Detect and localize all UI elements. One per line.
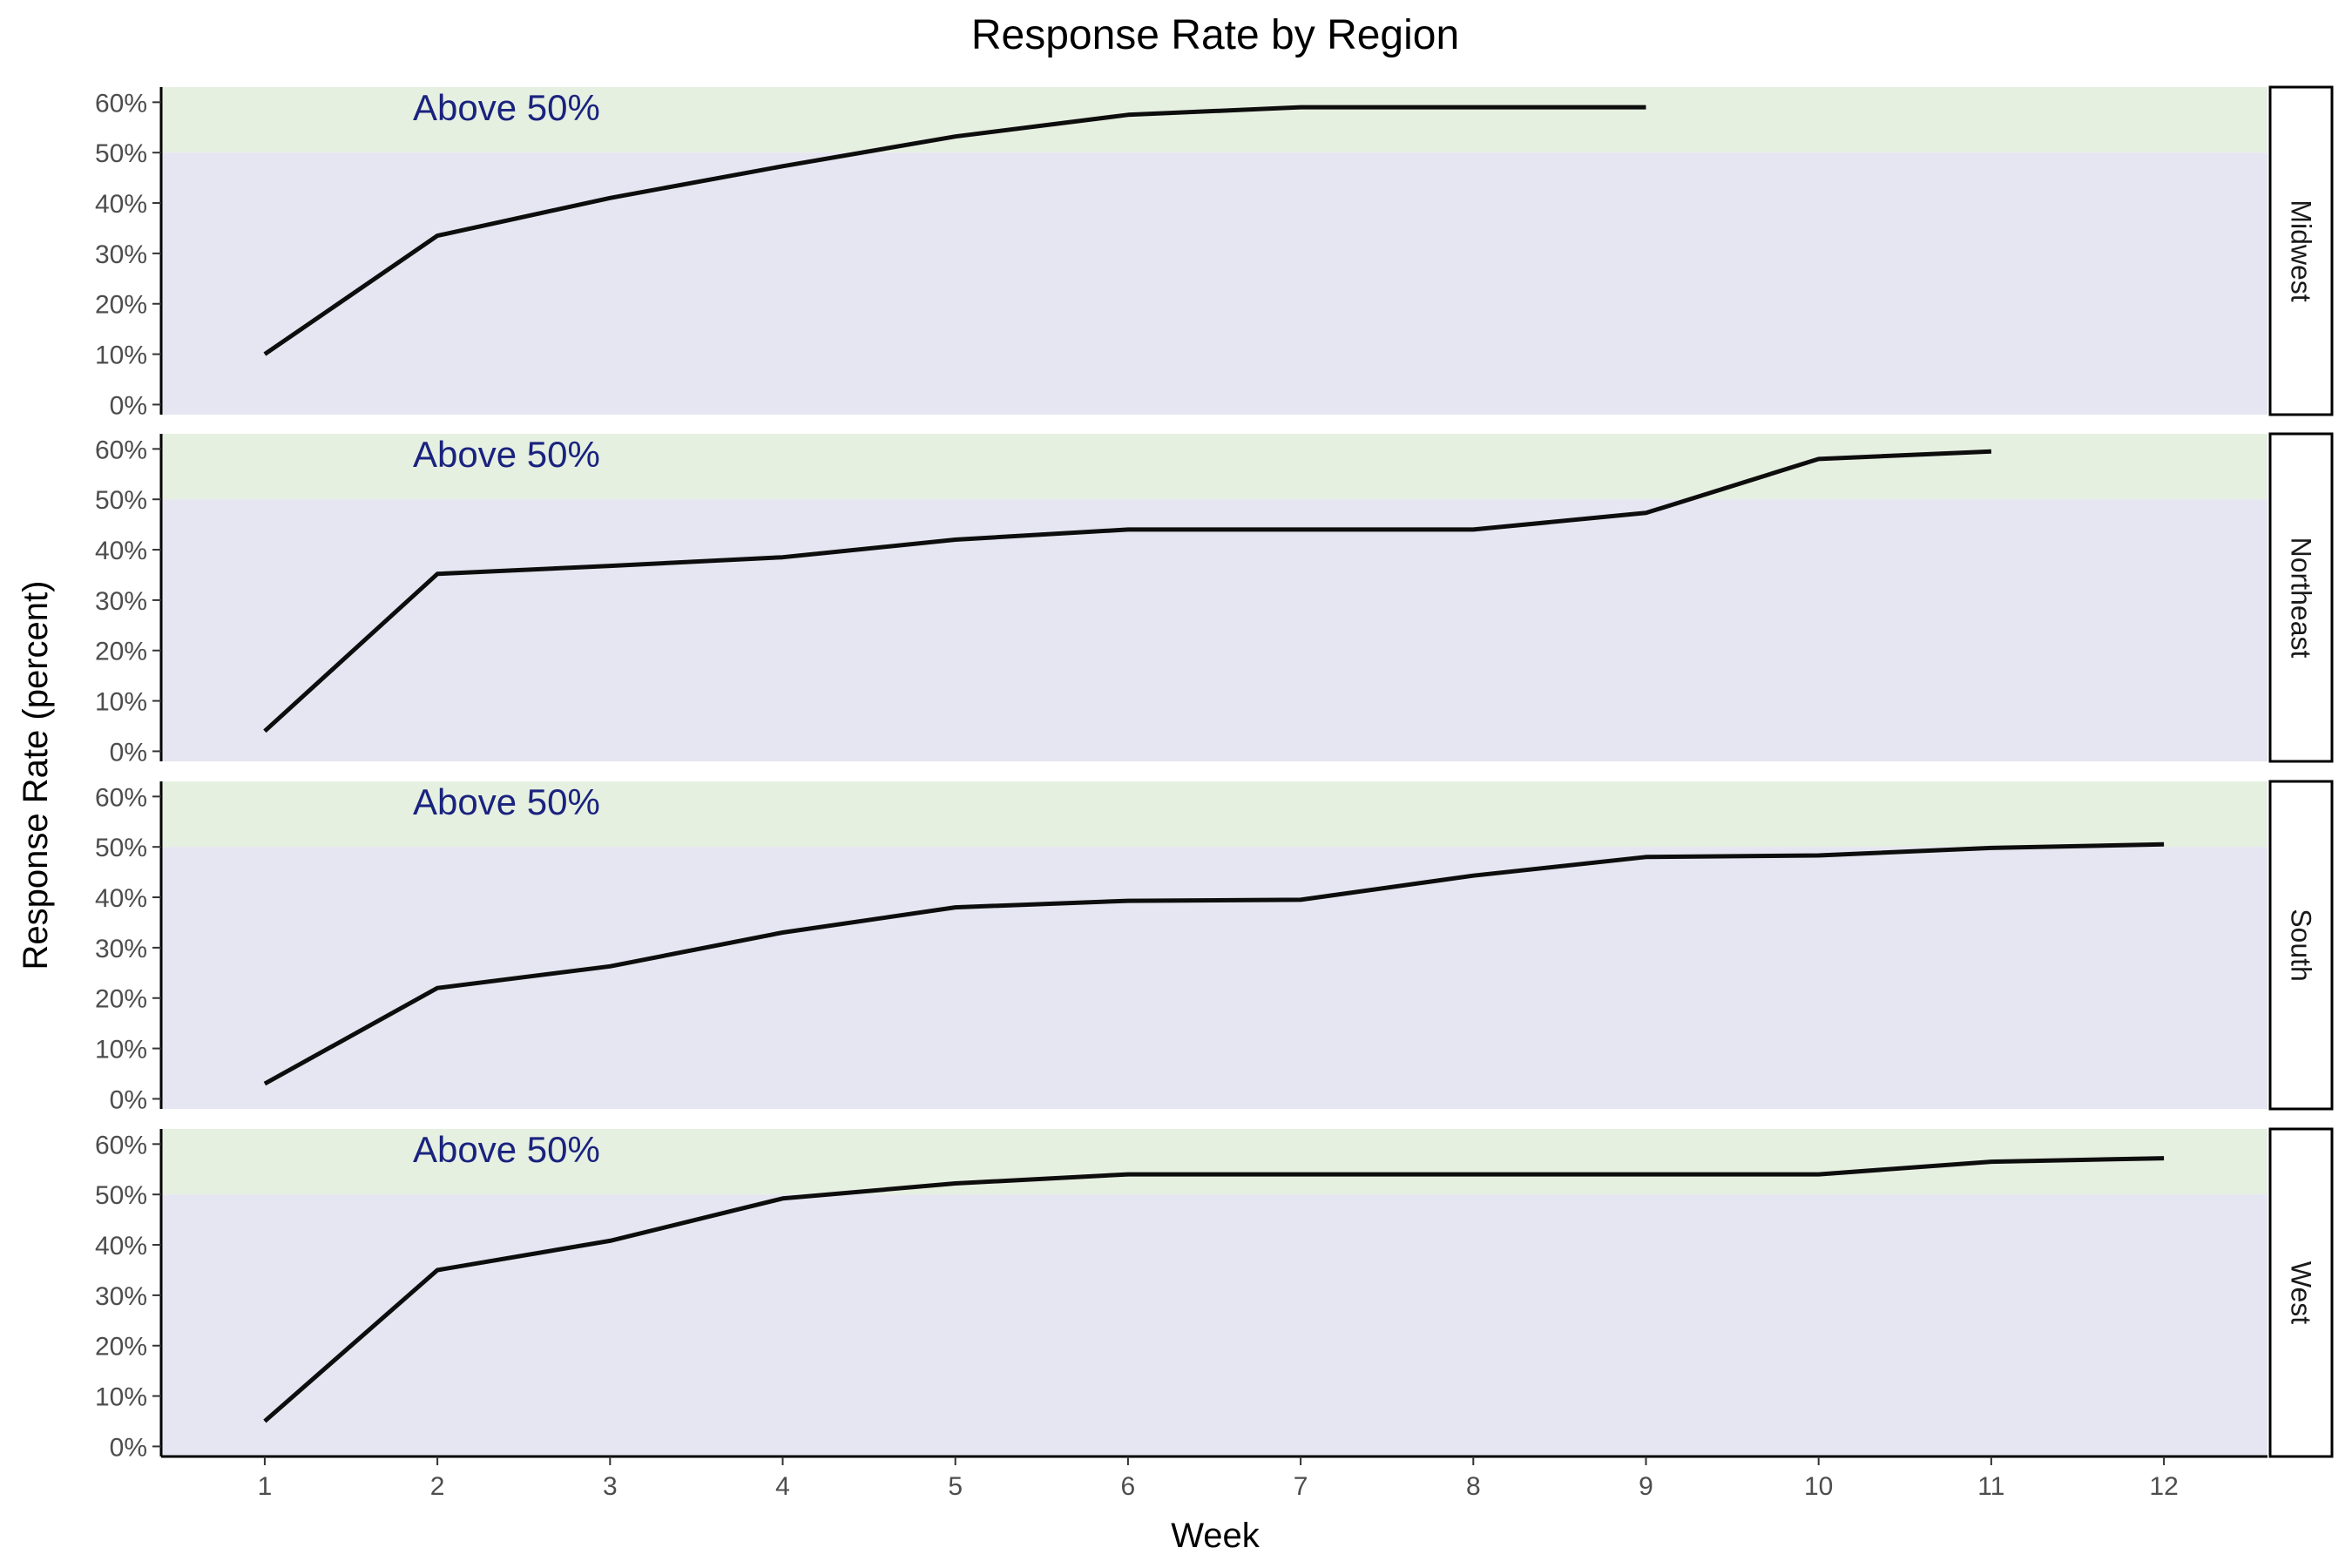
panel-south: Above 50% 0% 10% 20% 30% 40% 50% 60% South: [95, 780, 2334, 1114]
y-tick-label: 30%: [95, 1282, 147, 1311]
strip-label: Northeast: [2286, 537, 2317, 659]
y-tick-label: 0%: [110, 1085, 147, 1114]
x-tick-label: 11: [1977, 1472, 2004, 1501]
y-tick-label: 20%: [95, 638, 147, 666]
y-tick-label: 50%: [95, 834, 147, 862]
y-tick-label: 40%: [95, 537, 147, 565]
above-threshold-band: [161, 781, 2268, 848]
strip-label: South: [2286, 909, 2317, 982]
panels: Above 50%0%10%20%30%40%50%60%MidwestAbov…: [95, 85, 2334, 1462]
y-tick-label: 50%: [95, 486, 147, 515]
annotation-label: Above 50%: [413, 87, 600, 128]
y-tick-label: 20%: [95, 985, 147, 1014]
series-line-south: [263, 841, 2165, 1086]
y-tick-label: 10%: [95, 341, 147, 370]
x-axis-title: Week: [1171, 1517, 1260, 1555]
y-tick-label: 60%: [95, 89, 147, 118]
strip-box: [2268, 85, 2334, 416]
y-tick-label: 60%: [95, 1131, 147, 1159]
below-threshold-band: [161, 1194, 2268, 1456]
y-tick-label: 30%: [95, 935, 147, 963]
above-threshold-band: [161, 87, 2268, 153]
y-tick-label: 10%: [95, 1036, 147, 1064]
series-line-midwest: [263, 105, 1646, 356]
y-tick-label: 10%: [95, 1383, 147, 1412]
series-line-west: [263, 1156, 2165, 1423]
y-tick-label: 50%: [95, 139, 147, 168]
y-tick-label: 40%: [95, 1232, 147, 1260]
y-axis-title: Response Rate (percent): [17, 581, 55, 970]
y-tick-label: 60%: [95, 436, 147, 464]
x-tick-label: 7: [1294, 1472, 1308, 1501]
y-tick-label: 40%: [95, 190, 147, 219]
x-tick-label: 3: [603, 1472, 618, 1501]
x-tick-label: 2: [430, 1472, 445, 1501]
x-tick-label: 12: [2149, 1472, 2178, 1501]
y-tick-label: 0%: [110, 1433, 147, 1462]
y-tick-label: 20%: [95, 1333, 147, 1362]
above-threshold-band: [161, 434, 2268, 500]
annotation-label: Above 50%: [413, 434, 600, 475]
x-tick-label: 9: [1639, 1472, 1653, 1501]
strip-label: West: [2286, 1261, 2317, 1324]
annotation-label: Above 50%: [413, 1129, 600, 1170]
y-tick-label: 30%: [95, 587, 147, 616]
panel-northeast: Above 50% 0% 10% 20% 30% 40% 50% 60% Northeast: [95, 432, 2334, 767]
x-tick-label: 4: [775, 1472, 790, 1501]
y-tick-label: 30%: [95, 240, 147, 269]
y-tick-label: 50%: [95, 1181, 147, 1210]
x-tick-label: 5: [948, 1472, 963, 1501]
annotation-label: Above 50%: [413, 781, 600, 822]
strip-box: [2268, 780, 2334, 1111]
below-threshold-band: [161, 847, 2268, 1109]
above-threshold-band: [161, 1129, 2268, 1195]
y-tick-label: 10%: [95, 688, 147, 717]
x-tick-label: 10: [1804, 1472, 1833, 1501]
y-tick-label: 20%: [95, 291, 147, 320]
chart-title: Response Rate by Region: [971, 12, 1459, 58]
y-tick-label: 40%: [95, 884, 147, 913]
x-axis: 1 2 3 4 5 6 7 8 9 10 11 12: [161, 1455, 2268, 1501]
strip-label: Midwest: [2286, 199, 2317, 301]
x-tick-label: 8: [1466, 1472, 1481, 1501]
series-line-northeast: [263, 449, 1992, 733]
strip-box: [2268, 1127, 2334, 1458]
below-threshold-band: [161, 152, 2268, 415]
panel-midwest: Above 50% 0% 10% 20% 30% 40% 50% 60% Midwest: [95, 85, 2334, 420]
y-tick-label: 60%: [95, 783, 147, 812]
x-tick-label: 6: [1121, 1472, 1136, 1501]
below-threshold-band: [161, 499, 2268, 761]
y-tick-label: 0%: [110, 391, 147, 420]
y-tick-label: 0%: [110, 738, 147, 767]
panel-west: Above 50% 0% 10% 20% 30% 40% 50% 60% West: [95, 1127, 2334, 1462]
strip-box: [2268, 432, 2334, 763]
x-tick-label: 1: [258, 1472, 273, 1501]
